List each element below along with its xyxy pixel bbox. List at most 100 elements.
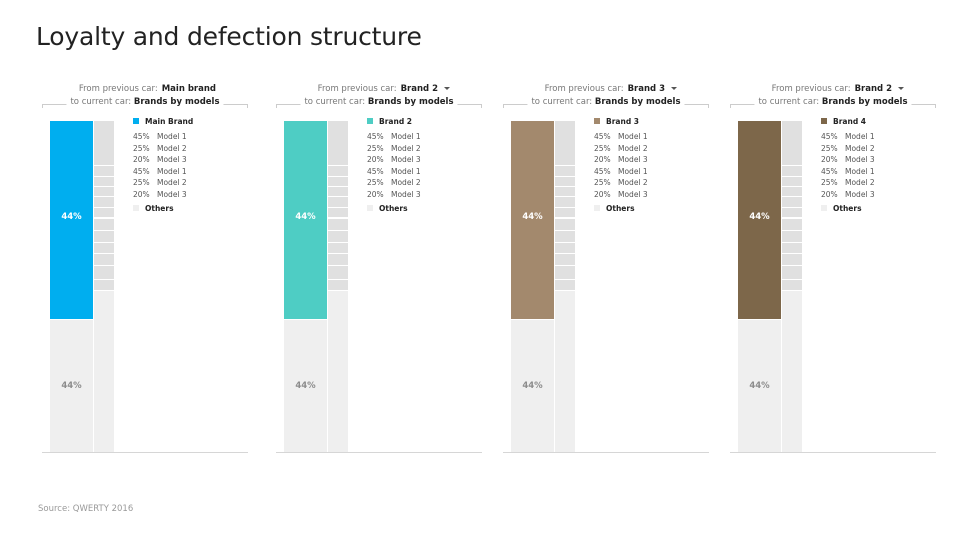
bar-model-breakdown-column	[328, 121, 348, 452]
model-segment	[555, 254, 575, 265]
model-name: Model 1	[391, 166, 421, 176]
model-name: Model 1	[618, 132, 648, 141]
legend-others-label: Others	[606, 203, 635, 213]
model-segment	[94, 121, 114, 165]
to-current-car-header: to current car: Brands by models	[730, 97, 936, 111]
legend-brand-label: Brand 3	[606, 117, 640, 126]
model-segment	[555, 280, 575, 290]
model-name: Model 2	[157, 143, 187, 153]
model-segment	[94, 197, 114, 207]
legend-swatch	[594, 118, 600, 124]
chart-baseline	[503, 452, 709, 453]
legend-model-row: 25% Model 2	[133, 177, 243, 189]
model-share: 20%	[133, 155, 150, 165]
bar-others-segment	[738, 320, 781, 452]
model-segment	[555, 266, 575, 279]
model-segment	[555, 121, 575, 165]
model-segment	[94, 177, 114, 186]
legend-model-row: 45% Model 1	[133, 131, 243, 143]
legend-model-row: 45% Model 1	[367, 131, 477, 143]
model-name: Model 2	[618, 143, 648, 153]
bar-main-column: 44% 44%	[511, 121, 554, 452]
to-current-car-header: to current car: Brands by models	[503, 97, 709, 111]
legend-model-row: 25% Model 2	[367, 143, 477, 155]
model-segment	[782, 291, 802, 320]
from-previous-car-selector[interactable]: From previous car: Brand 3	[545, 84, 677, 94]
chevron-down-icon[interactable]	[898, 87, 904, 90]
from-previous-car-selector[interactable]: From previous car: Brand 2	[318, 84, 450, 94]
model-segment	[782, 187, 802, 196]
legend-others-entry: Others	[594, 204, 704, 213]
model-segment	[328, 187, 348, 196]
model-segment	[555, 197, 575, 207]
model-segment	[782, 177, 802, 186]
model-segment	[782, 231, 802, 242]
model-name: Model 3	[845, 189, 875, 199]
bar-model-breakdown-column	[782, 121, 802, 452]
others-data-label: 44%	[522, 381, 543, 391]
model-segment	[782, 219, 802, 230]
bar-others-segment	[511, 320, 554, 452]
legend-others-label: Others	[379, 203, 408, 213]
model-share: 25%	[367, 178, 384, 188]
brand-data-label: 44%	[749, 212, 770, 222]
bar-model-breakdown-column	[94, 121, 114, 452]
legend-swatch	[821, 118, 827, 124]
bar-brand-segment	[284, 121, 327, 319]
model-name: Model 1	[845, 132, 875, 141]
from-previous-car-selector[interactable]: From previous car: Brand 2	[772, 84, 904, 94]
to-label: to current car:	[304, 97, 366, 107]
model-name: Model 3	[157, 189, 187, 199]
header-bracket-right	[481, 104, 482, 108]
legend-model-row: 20% Model 3	[821, 154, 931, 166]
source-note: Source: QWERTY 2016	[38, 504, 134, 514]
chevron-down-icon[interactable]	[671, 87, 677, 90]
model-segment	[94, 254, 114, 265]
to-header-text: to current car: Brands by models	[300, 97, 458, 107]
model-segment	[555, 219, 575, 230]
to-label: to current car:	[70, 97, 132, 107]
model-name: Model 1	[157, 166, 187, 176]
others-data-label: 44%	[61, 381, 82, 391]
model-name: Model 1	[845, 166, 875, 176]
bar-main-column: 44% 44%	[50, 121, 93, 452]
model-share: 20%	[594, 155, 611, 165]
header-bracket-left	[503, 104, 504, 108]
legend-brand-label: Brand 2	[379, 117, 413, 126]
brand-data-label: 44%	[295, 212, 316, 222]
legend-brand-label: Brand 4	[833, 117, 867, 126]
legend-model-row: 45% Model 1	[133, 166, 243, 178]
others-data-label: 44%	[295, 381, 316, 391]
legend-brand-entry: Brand 2	[367, 117, 477, 131]
model-segment	[94, 208, 114, 217]
model-share: 20%	[367, 189, 384, 199]
model-segment	[328, 254, 348, 265]
model-share: 45%	[133, 132, 150, 141]
stacked-bar: 44% 44%	[511, 121, 575, 452]
model-segment	[555, 166, 575, 176]
to-current-car-header: to current car: Brands by models	[42, 97, 248, 111]
legend-brand-entry: Brand 3	[594, 117, 704, 131]
model-name: Model 1	[618, 166, 648, 176]
brand-data-label: 44%	[61, 212, 82, 222]
legend-brand-entry: Main Brand	[133, 117, 243, 131]
model-segment	[328, 231, 348, 242]
legend-model-row: 45% Model 1	[821, 131, 931, 143]
legend-brand-label: Main Brand	[145, 117, 194, 126]
header-bracket-left	[276, 104, 277, 108]
model-segment	[782, 243, 802, 253]
bar-model-breakdown-column	[555, 121, 575, 452]
model-segment	[328, 208, 348, 217]
legend-model-row: 45% Model 1	[821, 166, 931, 178]
model-segment	[94, 166, 114, 176]
bar-main-column: 44% 44%	[284, 121, 327, 452]
legend-model-row: 20% Model 3	[367, 154, 477, 166]
legend-model-row: 20% Model 3	[367, 189, 477, 201]
model-share: 25%	[594, 178, 611, 188]
model-name: Model 3	[618, 155, 648, 165]
legend-model-row: 45% Model 1	[594, 166, 704, 178]
legend-model-row: 25% Model 2	[594, 177, 704, 189]
model-share: 45%	[821, 132, 838, 141]
chevron-down-icon[interactable]	[444, 87, 450, 90]
to-header-text: to current car: Brands by models	[527, 97, 685, 107]
